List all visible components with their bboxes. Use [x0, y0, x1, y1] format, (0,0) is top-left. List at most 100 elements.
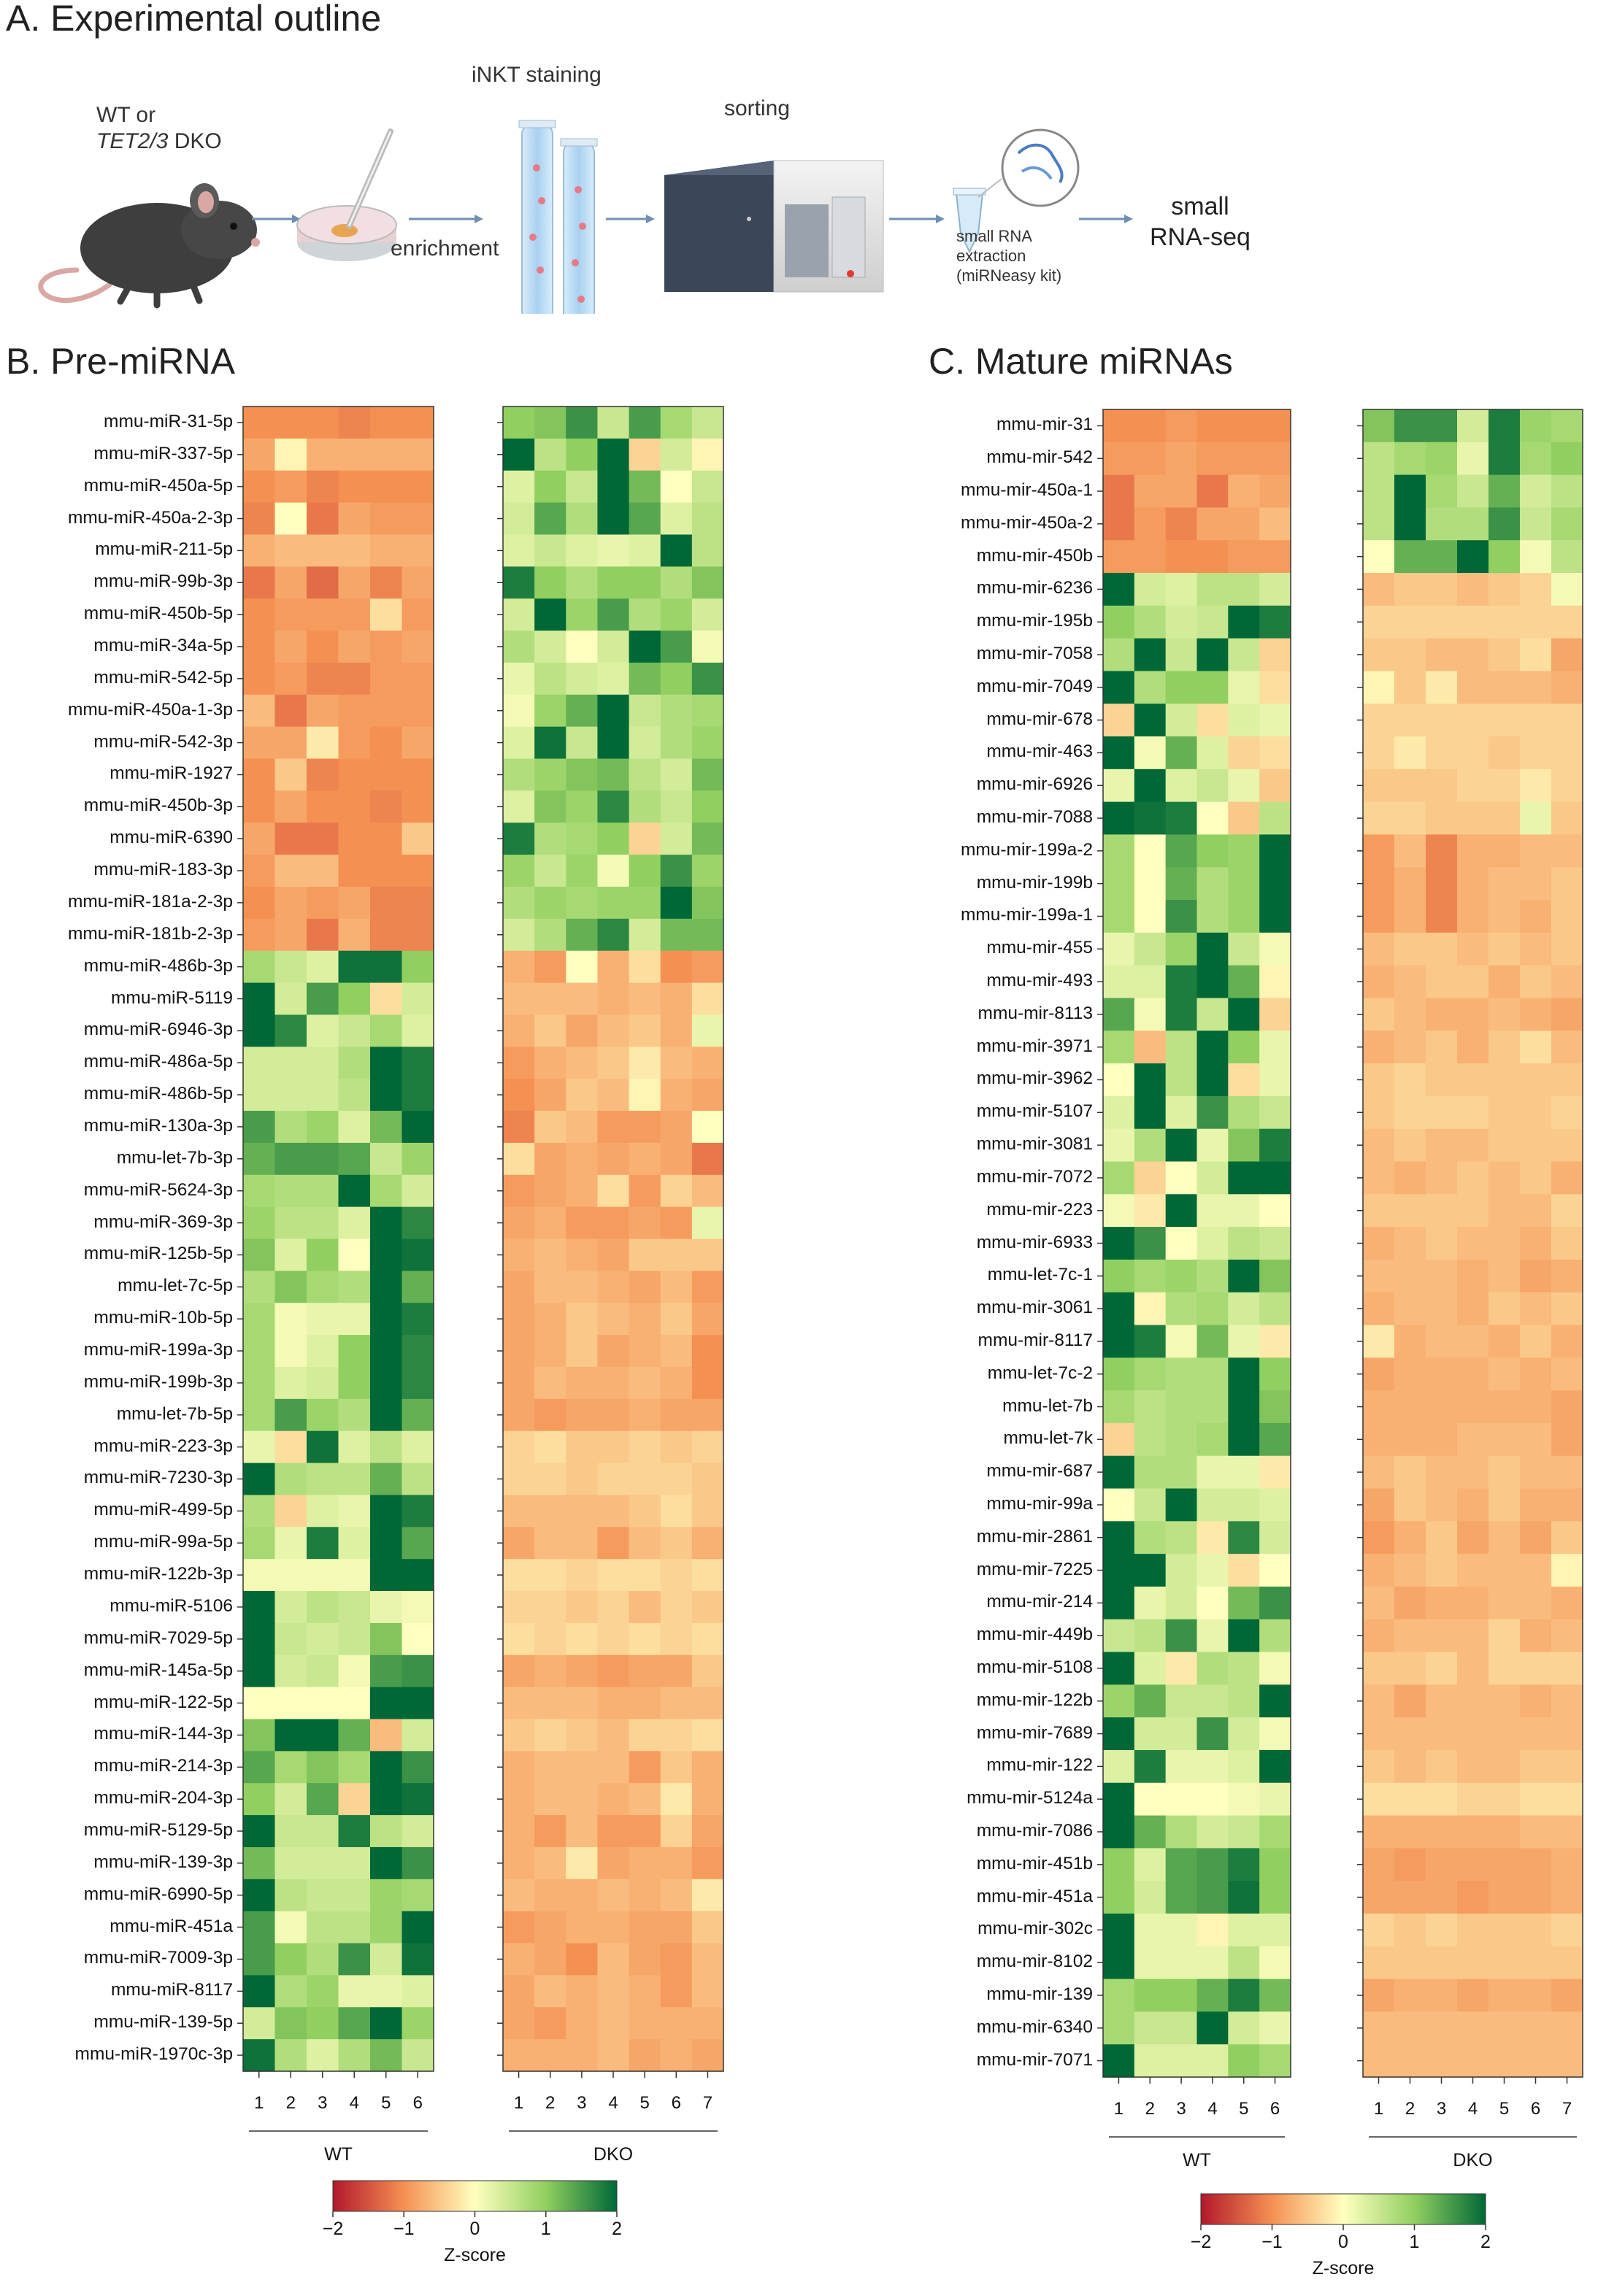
heatmap-cell	[1551, 507, 1583, 541]
heatmap-cell	[1103, 834, 1135, 868]
heatmap-cell	[1103, 1913, 1135, 1947]
heatmap-cell	[370, 566, 403, 599]
heatmap-cell	[1228, 1652, 1260, 1685]
heatmap-cell	[566, 823, 599, 855]
row-label: mmu-miR-6390	[110, 828, 233, 848]
heatmap-cell	[1457, 1292, 1489, 1326]
heatmap-cell	[243, 1014, 276, 1047]
heatmap-cell	[1488, 1717, 1521, 1751]
heatmap-cell	[1457, 1815, 1489, 1849]
heatmap-cell	[534, 1014, 566, 1047]
heatmap-cell	[1228, 736, 1260, 770]
heatmap-cell	[307, 1142, 339, 1176]
heatmap-cell	[1165, 1717, 1198, 1751]
heatmap-cell	[1134, 1128, 1167, 1163]
heatmap-cell	[1196, 1227, 1229, 1260]
heatmap-cell	[597, 790, 630, 823]
row-label: mmu-mir-449b	[976, 1625, 1093, 1645]
heatmap-cell	[1520, 605, 1552, 639]
heatmap-cell	[691, 566, 724, 599]
heatmap-cell	[1196, 736, 1229, 770]
heatmap-cell	[1134, 507, 1167, 541]
heatmap-cell	[307, 1111, 339, 1144]
heatmap-cell	[338, 950, 371, 984]
row-label: mmu-mir-214	[986, 1592, 1093, 1612]
heatmap-cell	[1134, 1194, 1167, 1228]
heatmap-cell	[243, 1398, 276, 1432]
heatmap-cell	[274, 1142, 307, 1176]
heatmap-cell	[1134, 834, 1167, 868]
rna-tube-icon	[953, 128, 1080, 254]
heatmap-cell	[503, 1591, 535, 1624]
heatmap-cell	[338, 598, 371, 631]
heatmap-cell	[370, 1174, 403, 1208]
row-label: mmu-mir-195b	[976, 611, 1093, 631]
row-label: mmu-mir-451a	[976, 1886, 1093, 1906]
heatmap-cell	[1394, 1095, 1426, 1130]
heatmap-cell	[1103, 409, 1135, 443]
heatmap-cell	[1103, 1488, 1135, 1522]
heatmap-cell	[274, 1047, 307, 1079]
heatmap-cell	[1228, 1815, 1260, 1849]
heatmap-cell	[1394, 1390, 1426, 1424]
heatmap-cell	[660, 1879, 693, 1912]
heatmap-cell	[402, 1751, 434, 1784]
heatmap-cell	[370, 1014, 403, 1047]
heatmap-cell	[1457, 1325, 1489, 1358]
heatmap-cell	[691, 1079, 724, 1112]
heatmap-cell	[1134, 1063, 1167, 1097]
heatmap-cell	[1165, 1848, 1198, 1881]
heatmap-cell	[1165, 1586, 1198, 1620]
heatmap-cell	[660, 758, 693, 791]
heatmap-cell	[503, 438, 535, 471]
heatmap-cell	[1259, 1422, 1291, 1457]
heatmap-cell	[1103, 1979, 1135, 2012]
heatmap-cell	[1363, 1095, 1395, 1130]
heatmap-cell	[307, 1975, 339, 2008]
heatmap-cell	[1134, 2011, 1167, 2045]
heatmap-cell	[566, 855, 599, 887]
heatmap-cell	[534, 1366, 566, 1400]
heatmap-cell	[1228, 507, 1260, 541]
heatmap-cell	[1228, 965, 1260, 999]
heatmap-cell	[1520, 704, 1552, 737]
heatmap-cell	[597, 1622, 630, 1656]
heatmap-cell	[1259, 932, 1291, 966]
heatmap-cell	[629, 918, 661, 952]
heatmap-cell	[1363, 1815, 1395, 1849]
heatmap-cell	[534, 1430, 566, 1464]
heatmap-cell	[503, 790, 535, 823]
heatmap-cell	[1103, 965, 1135, 999]
heatmap-cell	[1259, 1194, 1291, 1228]
row-label: mmu-mir-122	[986, 1755, 1093, 1776]
heatmap-cell	[597, 1142, 630, 1176]
heatmap-cell	[1103, 1652, 1135, 1685]
heatmap-cell	[597, 470, 630, 504]
heatmap-cell	[338, 1943, 371, 1976]
heatmap-cell	[274, 1238, 307, 1271]
heatmap-cell	[566, 2007, 599, 2040]
heatmap-cell	[1134, 1422, 1167, 1457]
heatmap-cell	[1103, 1161, 1135, 1195]
heatmap-cell	[597, 758, 630, 791]
heatmap-cell	[1426, 1946, 1458, 1980]
heatmap-cell	[534, 1879, 566, 1912]
heatmap-cell	[1363, 736, 1395, 770]
heatmap-cell	[597, 1271, 630, 1303]
heatmap-cell	[660, 502, 693, 536]
heatmap-cell	[1520, 834, 1552, 868]
heatmap-cell	[307, 1335, 339, 1368]
row-label: mmu-miR-181b-2-3p	[67, 923, 233, 944]
heatmap-cell	[1165, 834, 1198, 868]
heatmap-cell	[1165, 1554, 1198, 1587]
heatmap-cell	[1196, 1422, 1229, 1457]
heatmap-cell	[1551, 1782, 1583, 1817]
row-label: mmu-miR-31-5p	[104, 411, 233, 431]
heatmap-cell	[1394, 1979, 1426, 2012]
heatmap-cell	[503, 1879, 535, 1912]
heatmap-cell	[1488, 1063, 1521, 1097]
heatmap-cell	[370, 438, 403, 471]
heatmap-cell	[660, 1751, 693, 1784]
heatmap-cell	[338, 534, 371, 567]
col-label: 6	[1530, 2099, 1541, 2119]
